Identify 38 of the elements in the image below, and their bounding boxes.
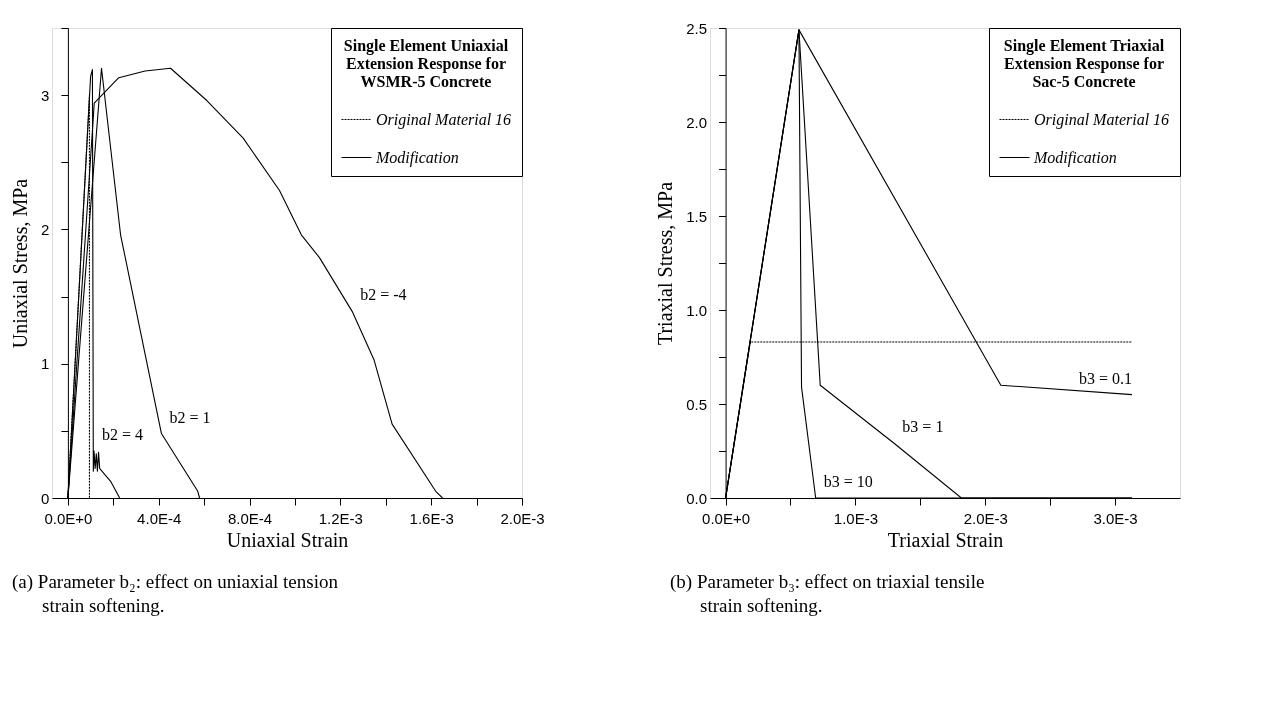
y-axis-title: Triaxial Stress, MPa xyxy=(654,181,677,346)
x-tick-label: 1.0E-3 xyxy=(833,509,879,527)
annotation: b3 = 1 xyxy=(902,418,944,436)
y-tick-label: 2.0 xyxy=(686,113,708,131)
annotation: b2 = 4 xyxy=(102,426,144,443)
x-tick-label: 1.6E-3 xyxy=(409,509,454,527)
y-tick-label: 2 xyxy=(41,220,50,238)
legend-label: Modification xyxy=(1033,148,1117,167)
y-tick-label: 3 xyxy=(41,86,50,104)
annotation: b3 = 0.1 xyxy=(1078,369,1132,387)
legend-title: Single Element Uniaxial Extension Response for WSMR-5 Concrete xyxy=(343,37,509,90)
y-tick-label: 0.0 xyxy=(686,489,708,507)
legend-label: Original Material 16 xyxy=(1034,110,1170,129)
x-tick-label: 2.0E-3 xyxy=(963,509,1008,527)
legend-title: Single Element Triaxial Extension Response for Sac-5 Concrete xyxy=(1003,37,1165,90)
x-axis-title: Triaxial Strain xyxy=(887,528,1004,551)
y-tick-label: 2.5 xyxy=(686,19,708,37)
x-axis-title: Uniaxial Strain xyxy=(226,528,349,551)
y-axis-title: Uniaxial Stress, MPa xyxy=(9,178,32,349)
x-tick-label: 2.0E-3 xyxy=(500,509,545,527)
x-tick-label: 1.2E-3 xyxy=(318,509,363,527)
text: (b) Parameter b₃: effect on triaxial tensile strain softening. xyxy=(670,571,985,616)
y-tick-label: 0.5 xyxy=(686,395,708,413)
x-tick-label: 4.0E-4 xyxy=(137,509,182,527)
y-tick-label: 0 xyxy=(41,489,50,507)
x-tick-label: 0.0E+0 xyxy=(44,509,93,527)
x-tick-label: 8.0E-4 xyxy=(227,509,273,527)
y-tick-label: 1.0 xyxy=(686,301,708,319)
legend-label: Original Material 16 xyxy=(376,110,512,129)
legend-label: Modification xyxy=(375,148,459,167)
y-tick-label: 1 xyxy=(41,355,50,373)
y-tick-label: 1.5 xyxy=(686,207,708,225)
x-tick-label: 3.0E-3 xyxy=(1093,509,1138,527)
text: (a) Parameter b₂: effect on uniaxial tension strain softening. xyxy=(12,571,339,616)
x-tick-label: 0.0E+0 xyxy=(702,509,751,527)
annotation: b2 = 1 xyxy=(169,408,211,426)
annotation: b3 = 10 xyxy=(823,473,873,490)
annotation: b2 = -4 xyxy=(360,286,407,304)
